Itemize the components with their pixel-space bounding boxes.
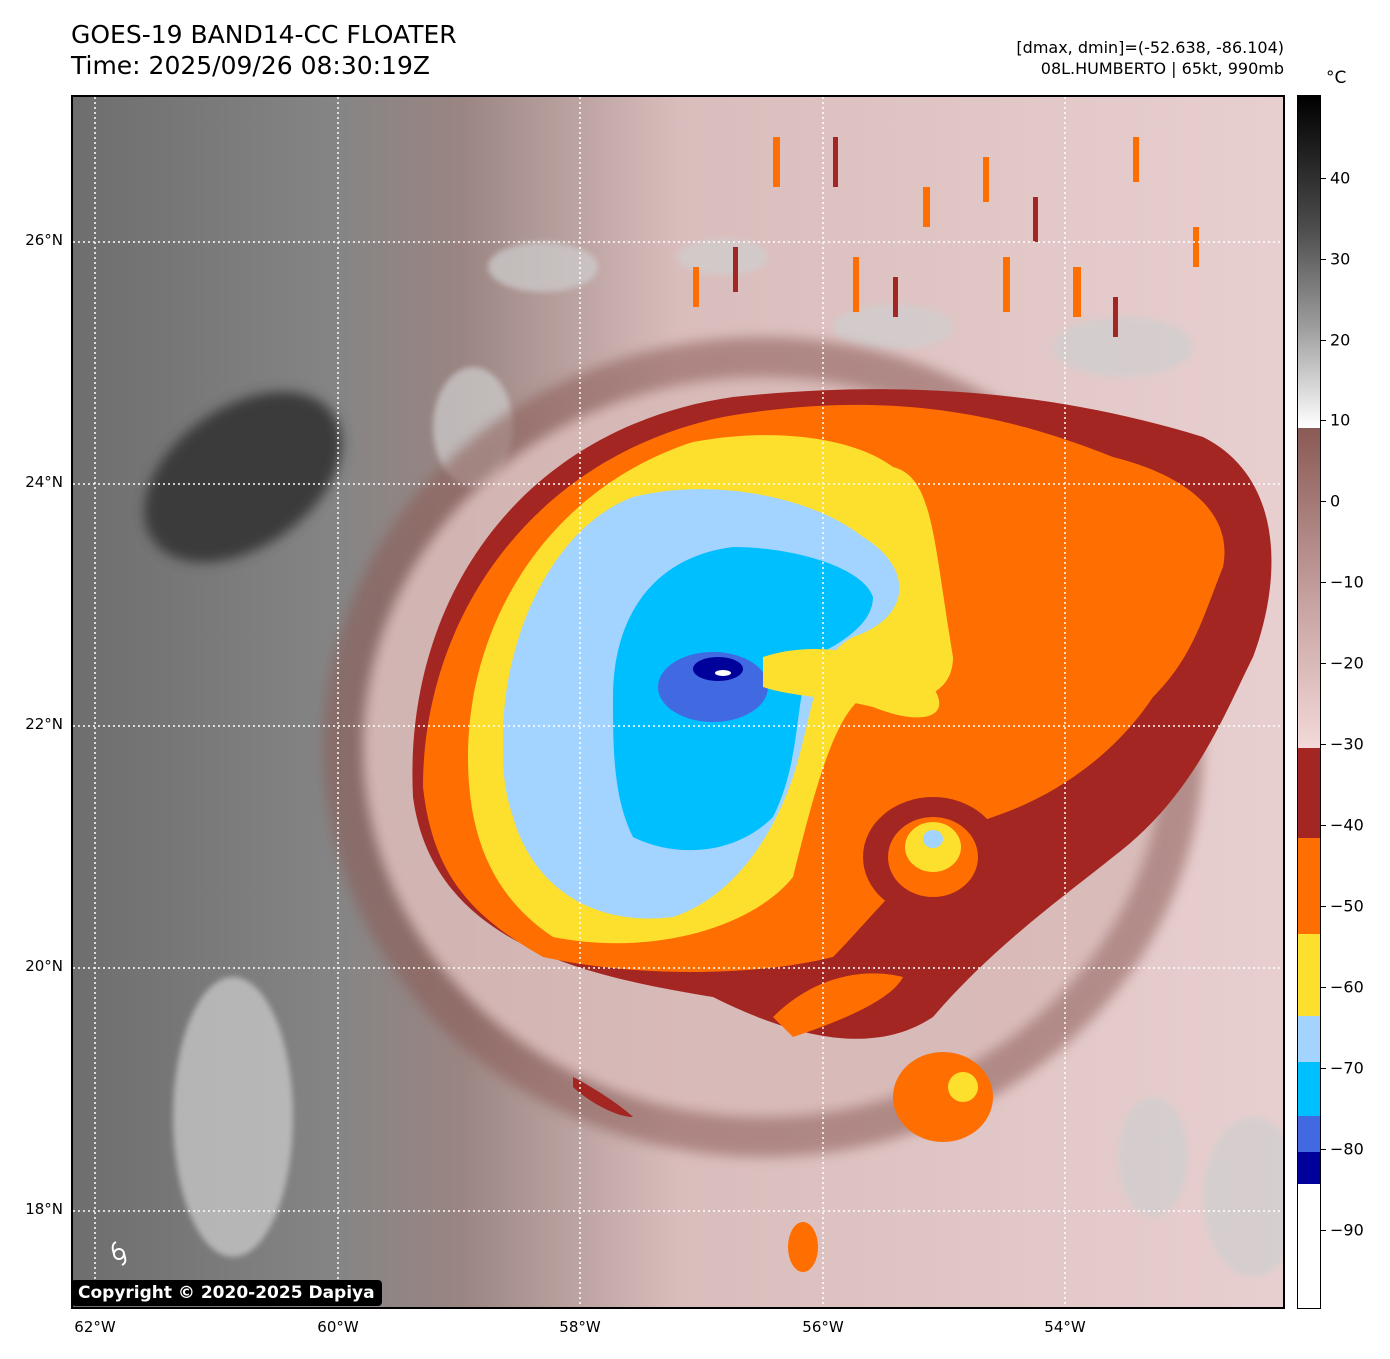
colorbar-tick-label: −40 xyxy=(1330,815,1364,835)
storm-text: 08L.HUMBERTO | 65kt, 990mb xyxy=(1040,59,1284,78)
colorbar-tick-label: −90 xyxy=(1330,1220,1364,1240)
colorbar-tick-label: 30 xyxy=(1330,249,1351,269)
colorbar-tick-label: 40 xyxy=(1330,168,1351,188)
satellite-image xyxy=(71,95,1285,1309)
title-line-2: Time: 2025/09/26 08:30:19Z xyxy=(71,51,430,80)
range-text: [dmax, dmin]=(-52.638, -86.104) xyxy=(1016,38,1284,57)
lon-label-58w: 58°W xyxy=(559,1318,601,1336)
lon-label-56w: 56°W xyxy=(802,1318,844,1336)
colorbar-tick-label: −50 xyxy=(1330,896,1364,916)
lat-label-18n: 18°N xyxy=(25,1200,63,1218)
colorbar-tick-label: −80 xyxy=(1330,1139,1364,1159)
colorbar-tick-label: 0 xyxy=(1330,491,1341,511)
colorbar-tick-label: 10 xyxy=(1330,410,1351,430)
colorbar-tick-label: −70 xyxy=(1330,1058,1364,1078)
colorbar-tick-label: −10 xyxy=(1330,572,1364,592)
lon-label-60w: 60°W xyxy=(317,1318,359,1336)
lat-label-22n: 22°N xyxy=(25,715,63,733)
lon-label-54w: 54°W xyxy=(1044,1318,1086,1336)
colorbar-tick-label: −30 xyxy=(1330,734,1364,754)
lat-label-26n: 26°N xyxy=(25,231,63,249)
colorbar-tick-label: −60 xyxy=(1330,977,1364,997)
colorbar xyxy=(1297,95,1321,1309)
lat-label-24n: 24°N xyxy=(25,473,63,491)
colorbar-tick-label: −20 xyxy=(1330,653,1364,673)
colorbar-tick-label: 20 xyxy=(1330,330,1351,350)
lat-label-20n: 20°N xyxy=(25,957,63,975)
copyright-badge: Copyright © 2020-2025 Dapiya xyxy=(71,1280,382,1306)
hurricane-icon xyxy=(111,1241,127,1266)
colorbar-unit: °C xyxy=(1326,68,1347,88)
lon-label-62w: 62°W xyxy=(74,1318,116,1336)
title-line-1: GOES-19 BAND14-CC FLOATER xyxy=(71,20,457,49)
